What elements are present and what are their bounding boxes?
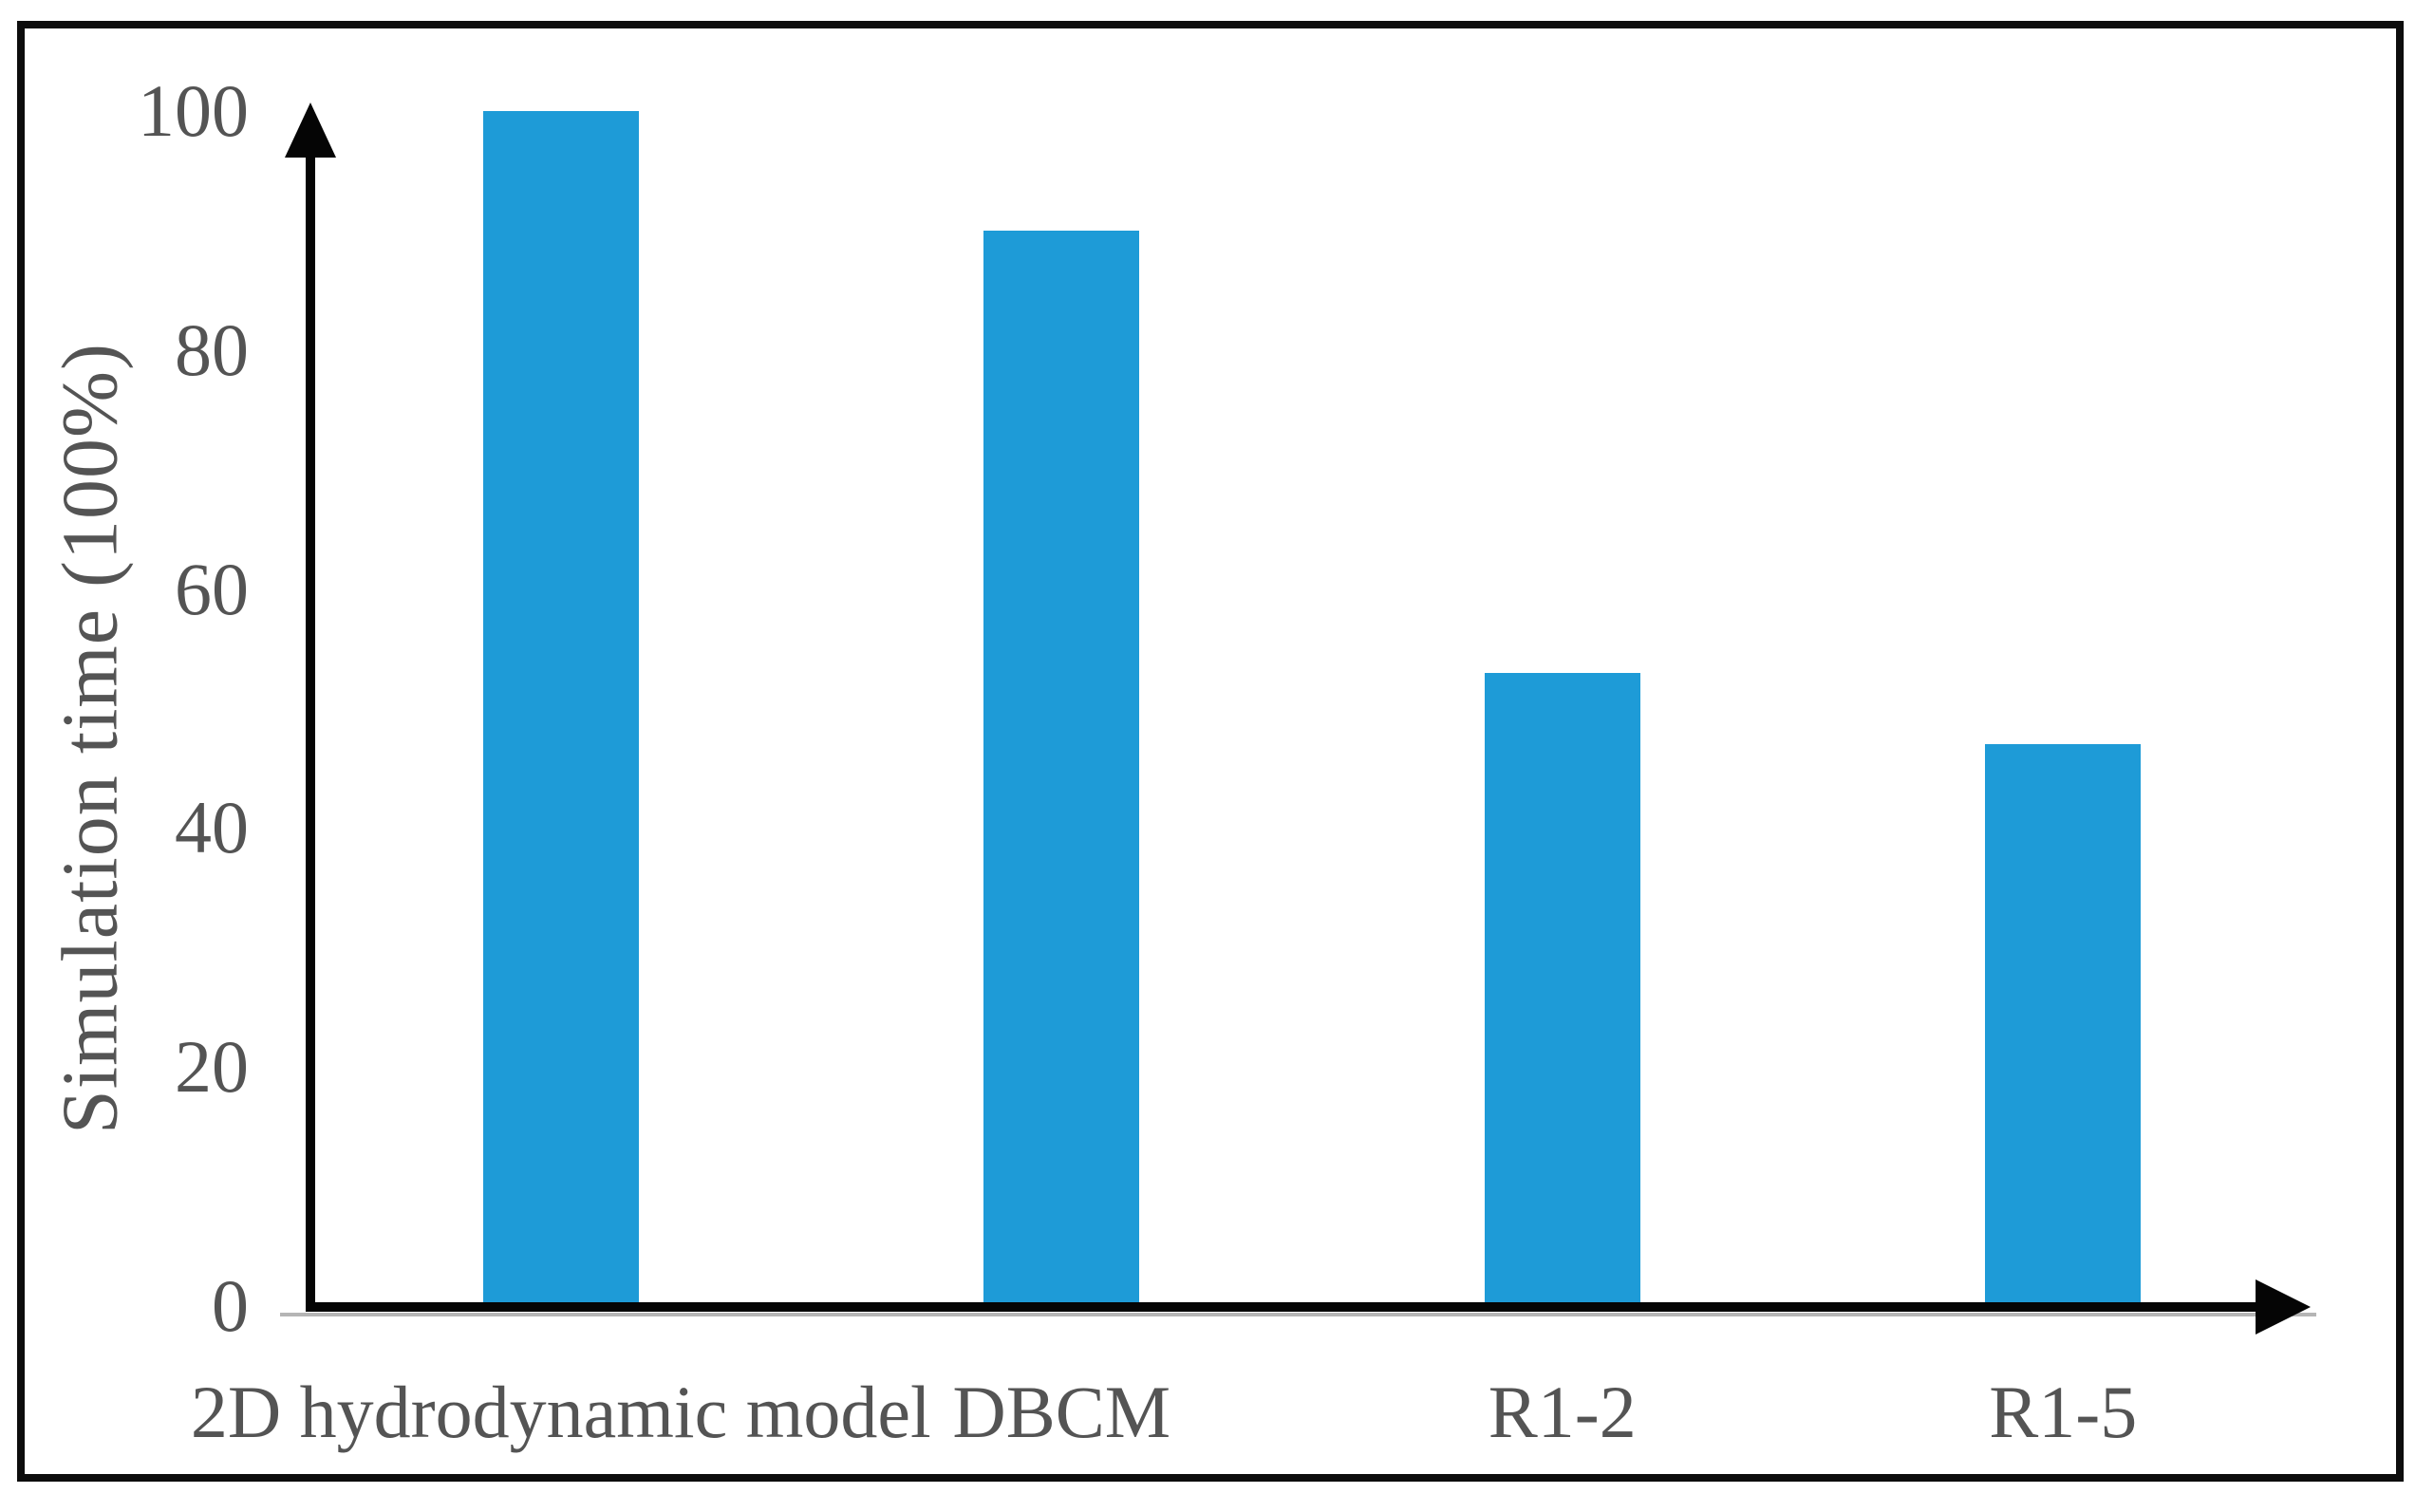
y-axis-line [306,133,315,1308]
x-category-label: R1-5 [1989,1371,2138,1453]
y-tick-label: 60 [175,547,249,630]
y-tick-label: 40 [175,786,249,869]
y-tick-label: 100 [138,69,249,152]
x-category-label: DBCM [952,1371,1171,1453]
bar-3 [1484,672,1640,1306]
bar-2 [983,230,1140,1306]
y-axis-arrowhead-icon [285,103,336,158]
y-tick-label: 80 [175,308,249,391]
x-category-label: R1-2 [1488,1371,1637,1453]
x-axis-gray-line [280,1313,2316,1316]
y-axis-title: Simulation time (100%) [46,343,135,1134]
x-axis-arrowhead-icon [2256,1279,2311,1335]
bar-1 [482,111,639,1306]
x-axis-line [306,1302,2267,1312]
bar-4 [1985,744,2142,1306]
y-tick-label: 20 [175,1025,249,1109]
x-category-label: 2D hydrodynamic model [190,1371,931,1453]
y-tick-label: 0 [212,1264,249,1347]
